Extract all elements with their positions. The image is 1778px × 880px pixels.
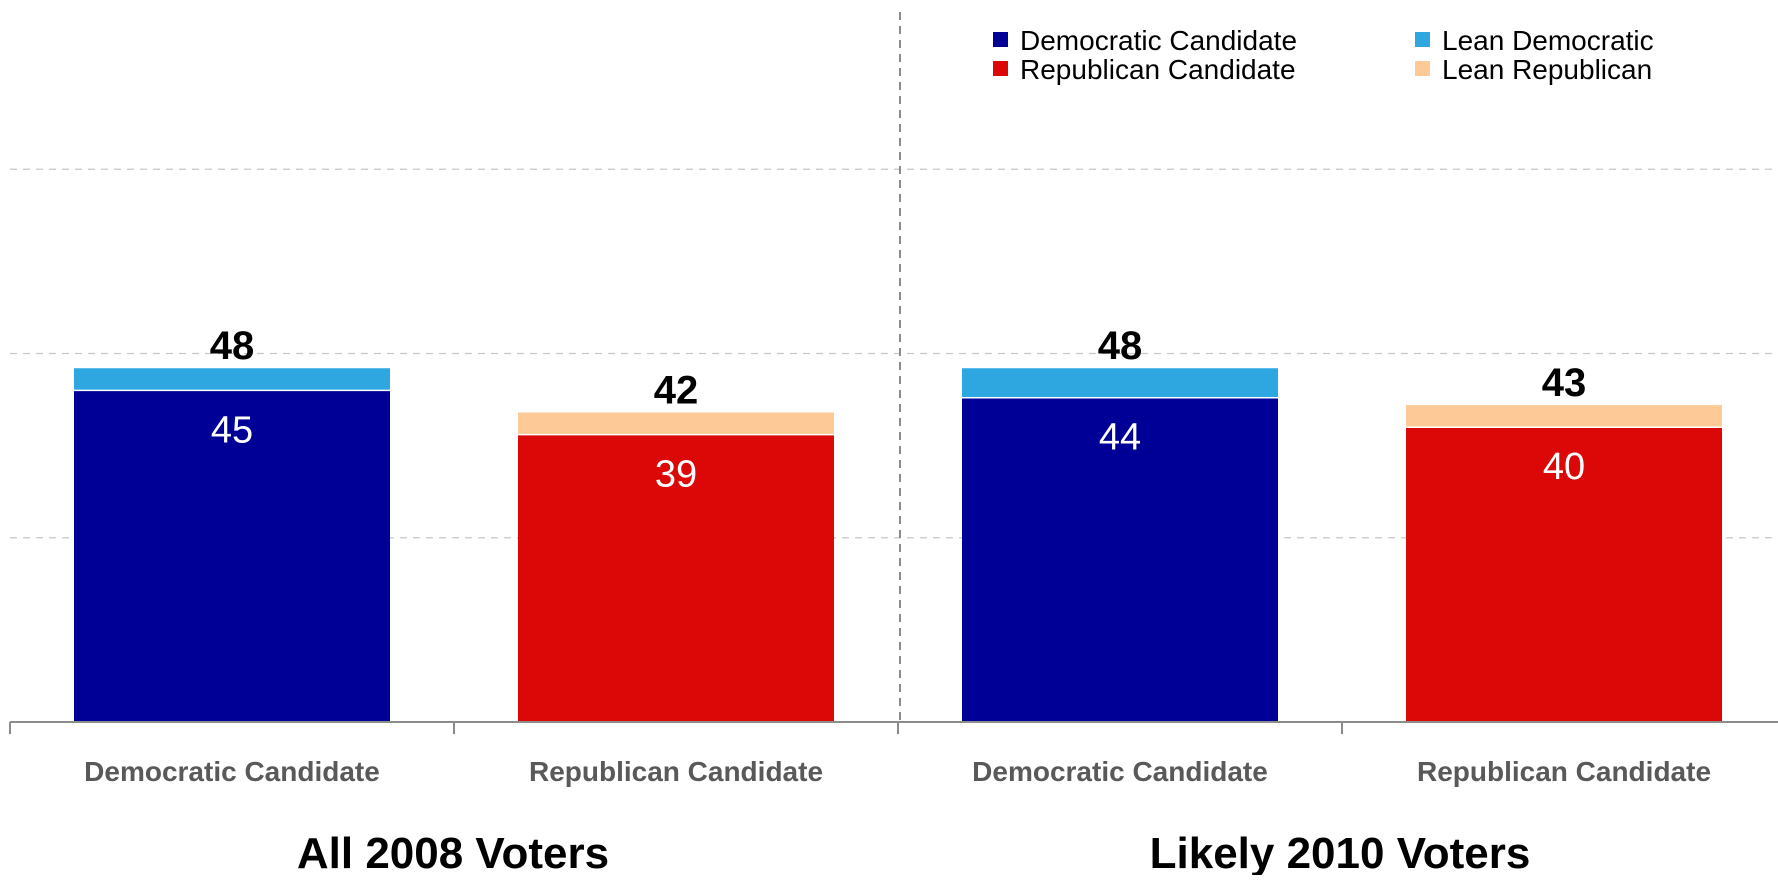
total-data-label: 43	[1542, 361, 1587, 405]
bar-base-segment	[1406, 427, 1722, 722]
group-label: All 2008 Voters	[297, 829, 609, 875]
base-data-label: 45	[211, 409, 253, 451]
total-data-label: 48	[1098, 324, 1143, 368]
category-tick-label: Democratic Candidate	[84, 756, 380, 787]
legend-label: Democratic Candidate	[1020, 25, 1297, 56]
total-data-label: 48	[210, 324, 255, 368]
category-tick-label: Republican Candidate	[1417, 756, 1711, 787]
legend-label: Republican Candidate	[1020, 54, 1296, 85]
legend-label: Lean Democratic	[1442, 25, 1654, 56]
base-data-label: 40	[1543, 446, 1585, 488]
legend-swatch	[1415, 61, 1430, 76]
legend-swatch	[993, 61, 1008, 76]
bar-base-segment	[962, 397, 1278, 722]
bar-lean-segment	[74, 368, 390, 391]
group-label: Likely 2010 Voters	[1150, 829, 1531, 875]
base-data-label: 44	[1099, 417, 1141, 459]
bar-lean-segment	[962, 368, 1278, 398]
legend-label: Lean Republican	[1442, 54, 1652, 85]
total-data-label: 42	[654, 368, 699, 412]
bar-lean-segment	[1406, 405, 1722, 428]
base-data-label: 39	[655, 454, 697, 496]
bar-base-segment	[518, 434, 834, 722]
category-tick-label: Democratic Candidate	[972, 756, 1268, 787]
category-tick-label: Republican Candidate	[529, 756, 823, 787]
legend-swatch	[1415, 32, 1430, 47]
bar-lean-segment	[518, 412, 834, 435]
legend-swatch	[993, 32, 1008, 47]
bar-base-segment	[74, 390, 390, 722]
